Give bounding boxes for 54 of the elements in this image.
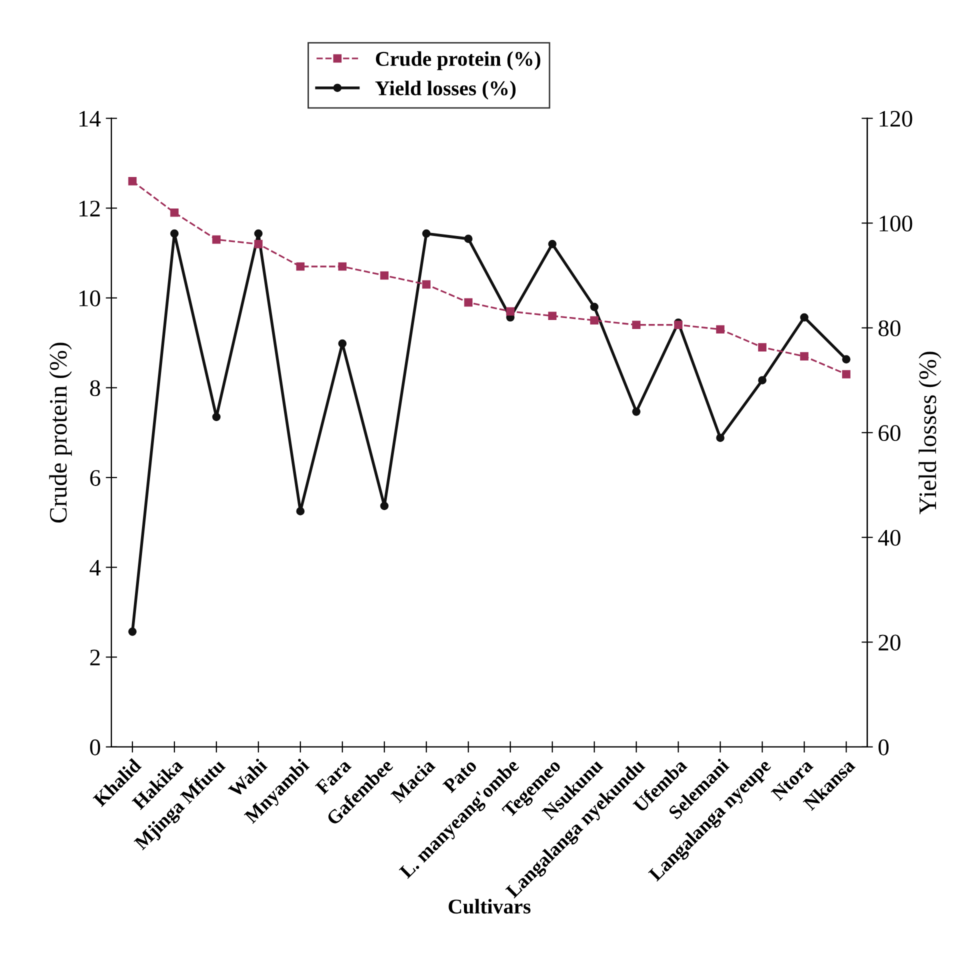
point (800, 313, 808, 322)
point (128, 627, 137, 636)
point (800, 352, 808, 360)
y2-tick-label: 40 (878, 530, 900, 546)
x-axis-title: Cultivars (448, 898, 530, 914)
point (296, 507, 305, 516)
y2-tick-label: 80 (878, 320, 900, 336)
y2-tick-label: 120 (880, 110, 912, 127)
point (380, 502, 389, 510)
y2-tick-label: 60 (878, 425, 900, 442)
y2-tick-label: 0 (878, 739, 889, 756)
point (464, 234, 473, 243)
point (842, 355, 850, 364)
point (254, 229, 263, 238)
point (758, 343, 766, 352)
point (422, 280, 431, 289)
y-tick-label: 14 (79, 110, 101, 127)
point (590, 302, 598, 312)
point (758, 376, 766, 384)
point (212, 235, 221, 244)
point (170, 229, 179, 238)
y2-tick-label: 100 (880, 216, 912, 232)
point (590, 316, 598, 325)
point (422, 229, 431, 238)
legend-label: Yield losses (%) (375, 80, 516, 100)
point (128, 177, 137, 186)
y2-tick-label: 20 (878, 634, 900, 651)
point (212, 412, 221, 422)
point (548, 312, 556, 320)
point (632, 408, 640, 416)
y2-axis-title: Yield losses (%) (918, 352, 942, 514)
point (380, 271, 389, 280)
point (296, 262, 305, 271)
y-tick-label: 10 (79, 290, 100, 306)
y-tick-label: 4 (90, 560, 101, 576)
point (506, 307, 515, 316)
point (842, 370, 850, 378)
point (464, 298, 473, 307)
point (338, 262, 347, 271)
y-tick-label: 2 (90, 650, 100, 666)
y-tick-label: 8 (90, 380, 100, 396)
point (338, 339, 347, 348)
y-axis-title: Crude protein (%) (49, 342, 72, 523)
y-tick-label: 12 (79, 200, 100, 216)
point (170, 208, 179, 217)
point (674, 320, 682, 330)
y-tick-label: 0 (90, 739, 100, 756)
point (548, 240, 556, 248)
legend-label: Crude protein (%) (376, 51, 540, 70)
point (254, 240, 263, 248)
y-tick-label: 6 (90, 470, 100, 486)
point (716, 434, 724, 442)
point (716, 325, 724, 334)
point (632, 320, 640, 330)
